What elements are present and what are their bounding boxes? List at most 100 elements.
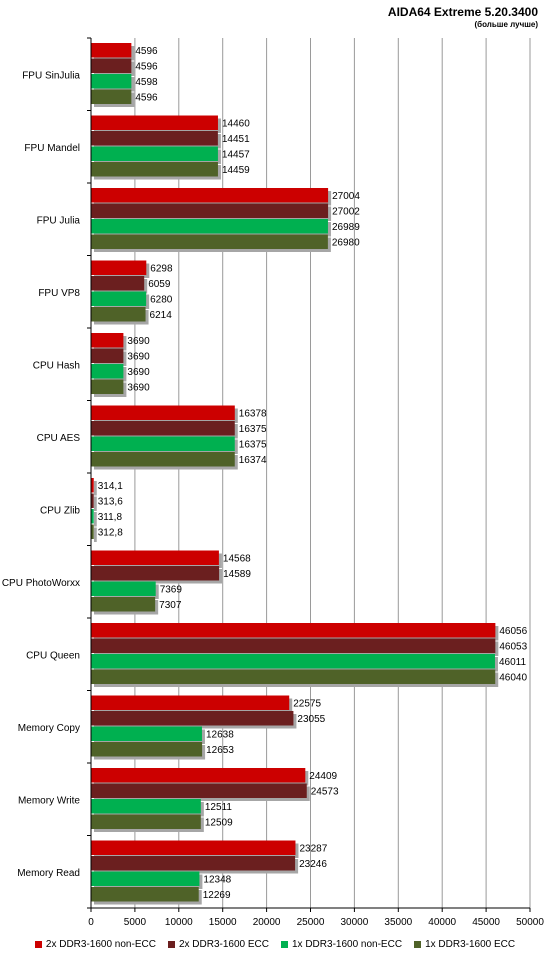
data-label: 12653 [206,745,234,756]
data-label: 312,8 [98,527,123,538]
category-label: CPU Hash [33,360,80,371]
data-label: 6214 [150,310,173,321]
data-label: 12269 [203,890,231,901]
bar-shadow [94,481,97,496]
bar [91,203,329,218]
data-label: 314,1 [98,481,123,492]
bar [91,550,219,565]
bar [91,669,496,684]
data-label: 12638 [206,729,234,740]
data-label: 23287 [299,843,327,854]
legend-swatch [167,940,175,948]
x-tick-label: 50000 [516,917,544,928]
bar [91,524,94,539]
category-label: FPU Mandel [24,143,80,154]
bar [91,405,235,420]
category-label: CPU PhotoWorxx [2,578,80,589]
bar [91,887,199,902]
data-label: 3690 [127,336,150,347]
data-label: 46040 [499,672,527,683]
data-label: 12348 [203,874,231,885]
bar [91,814,201,829]
data-label: 16378 [239,408,267,419]
bar [91,379,124,394]
bar [91,307,146,322]
data-label: 4596 [135,61,158,72]
legend-label: 1x DDR3-1600 ECC [425,938,516,950]
bar [91,276,145,291]
legend-item: 2x DDR3-1600 ECC [167,936,269,952]
category-label: FPU VP8 [38,288,80,299]
legend-item: 1x DDR3-1600 ECC [414,936,515,952]
x-tick-label: 45000 [472,917,500,928]
data-label: 6059 [148,279,171,290]
bar-shadow [94,496,97,511]
x-tick-label: 20000 [253,917,281,928]
bar [91,695,290,710]
data-label: 16374 [239,455,267,466]
legend-item: 1x DDR3-1600 non-ECC [281,936,402,952]
bar [91,638,496,653]
bar [91,333,124,348]
bar [91,364,124,379]
bar [91,234,328,249]
bar [91,188,329,203]
data-label: 23055 [297,714,325,725]
data-label: 12509 [205,817,233,828]
data-label: 16375 [239,424,267,435]
bar [91,768,306,783]
category-label: Memory Copy [18,723,80,734]
x-tick-label: 40000 [428,917,456,928]
bar [91,43,132,58]
bar [91,260,147,275]
data-label: 26980 [332,237,360,248]
x-tick-label: 15000 [209,917,237,928]
legend-label: 2x DDR3-1600 non-ECC [45,938,156,950]
bar [91,348,124,363]
bar-shadow [94,527,97,542]
category-label: FPU Julia [37,215,81,226]
data-label: 14451 [222,134,250,145]
data-label: 313,6 [98,496,123,507]
bar [91,742,203,757]
bar [91,597,156,612]
category-label: CPU Queen [26,650,80,661]
axes: 0 5000 10000 15000 20000 25000 30000 35000 40000… [2,37,544,928]
bar [91,581,156,596]
legend-swatch [34,940,42,948]
bar [91,654,495,669]
bar [91,799,201,814]
bar [91,478,94,493]
data-label: 6298 [150,263,173,274]
bar [91,89,132,104]
bar [91,509,94,524]
x-tick-label: 5000 [124,917,147,928]
legend-swatch [414,940,422,948]
gridlines [134,38,531,908]
data-label: 16375 [239,439,267,450]
bar [91,566,220,581]
chart-subtitle: (больше лучше) [474,20,538,29]
legend-label: 1x DDR3-1600 non-ECC [292,938,403,950]
data-label: 24573 [311,786,339,797]
x-tick-label: 10000 [165,917,193,928]
bar [91,840,296,855]
data-label: 14568 [223,553,251,564]
data-label: 46056 [499,626,527,637]
bar [91,131,218,146]
legend-swatch [281,940,288,948]
data-label: 3690 [127,382,150,393]
data-label: 14589 [223,569,251,580]
bar [91,623,496,638]
bar [91,452,235,467]
legend-label: 2x DDR3-1600 ECC [178,938,269,950]
bar [91,856,296,871]
x-tick-label: 0 [88,917,94,928]
bar-shadow [94,512,97,527]
data-label: 24409 [309,771,337,782]
data-label: 46053 [499,641,527,652]
bar [91,146,218,161]
bar [91,421,235,436]
data-label: 14460 [222,118,250,129]
